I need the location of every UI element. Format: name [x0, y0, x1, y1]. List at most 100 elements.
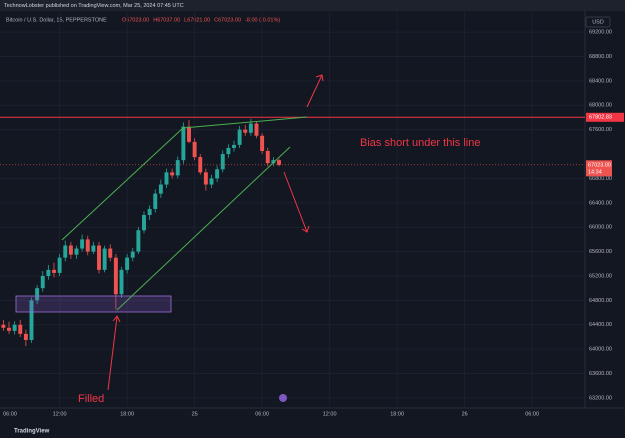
x-tick-label: 18:00: [120, 411, 134, 417]
candle-body: [254, 123, 259, 136]
candle-body: [164, 172, 169, 185]
candle-body: [260, 135, 265, 151]
channel-lower: [116, 146, 291, 311]
candle-body: [277, 160, 281, 165]
candle-body: [46, 269, 51, 276]
candle-body: [192, 141, 197, 158]
candle-body: [35, 288, 40, 301]
candle-body: [237, 129, 242, 145]
brand: TradingView: [14, 429, 50, 435]
y-tick-label: 65600.00: [589, 249, 612, 255]
candle-body: [74, 248, 79, 255]
last-price-box: [586, 160, 612, 177]
y-tick-label: 69200.00: [589, 30, 612, 36]
candle-body: [119, 269, 124, 295]
x-tick-label: 06:00: [3, 411, 17, 417]
candle-body: [175, 160, 180, 176]
candle-body: [113, 257, 118, 295]
x-tick-label: 25: [192, 411, 198, 417]
candle-body: [142, 215, 146, 231]
candle-body: [80, 239, 85, 249]
candle-body: [97, 245, 101, 270]
candle-body: [187, 126, 191, 142]
plot: [0, 12, 585, 408]
candle-body: [153, 193, 158, 209]
footer: [0, 424, 625, 438]
clock-icon: [279, 394, 287, 402]
arrow-up: [306, 74, 323, 108]
candle-body: [125, 257, 130, 270]
candle-body: [18, 324, 23, 334]
candle-body: [209, 178, 214, 185]
ohlc-value: L67021.00: [184, 17, 210, 23]
candle-body: [158, 184, 163, 194]
candle-body: [220, 154, 225, 170]
ohlc-value: O67023.00: [122, 17, 149, 23]
publisher: TechnowLobster published on TradingView.…: [4, 3, 184, 9]
candle-body: [23, 333, 28, 340]
y-tick-label: 64400.00: [589, 322, 612, 328]
y-tick-label: 66400.00: [589, 200, 612, 206]
candle-body: [85, 239, 90, 252]
annotation: Bias short under this line: [360, 137, 480, 149]
candle-body: [130, 251, 135, 258]
countdown: 14:34: [588, 169, 602, 175]
candle-body: [181, 126, 186, 161]
y-tick-label: 66800.00: [589, 176, 612, 182]
candle-body: [7, 327, 11, 331]
y-tick-label: 68800.00: [589, 54, 612, 60]
candle-body: [136, 230, 141, 252]
candle-body: [215, 169, 220, 179]
candle-body: [1, 324, 6, 328]
ohlc-legend: Bitcoin / U.S. Dollar, 15, PEPPERSTONE O…: [6, 17, 280, 23]
candle-body: [147, 208, 152, 216]
candle-body: [226, 147, 231, 155]
y-tick-label: 65200.00: [589, 273, 612, 279]
y-tick-label: 63200.00: [589, 395, 612, 401]
y-tick-label: 68400.00: [589, 78, 612, 84]
x-tick-label: 12:00: [323, 411, 337, 417]
candle-body: [63, 245, 68, 258]
candle-body: [102, 248, 107, 270]
candle-body: [248, 123, 253, 133]
candle-body: [170, 172, 175, 176]
annotation: Filled: [78, 393, 104, 405]
symbol: Bitcoin / U.S. Dollar, 15, PEPPERSTONE: [6, 17, 107, 23]
candle-body: [271, 160, 276, 164]
candle-body: [108, 248, 113, 258]
arrow-head: [315, 74, 324, 82]
x-tick-label: 12:00: [53, 411, 67, 417]
filled-zone: [15, 295, 172, 313]
candle-body: [12, 324, 17, 331]
candle-body: [232, 144, 236, 148]
arrow-filled: [107, 316, 118, 391]
y-tick-label: 66000.00: [589, 225, 612, 231]
arrow-down: [283, 171, 308, 233]
currency-box: [585, 16, 611, 28]
x-tick-label: 06:00: [255, 411, 269, 417]
candle-body: [52, 269, 56, 273]
last-price-label: 67023.00: [588, 162, 611, 168]
y-tick-label: 64800.00: [589, 298, 612, 304]
y-tick-label: 63600.00: [589, 371, 612, 377]
candle-body: [265, 150, 270, 164]
drawings: Bias short under this line Filled: [15, 74, 480, 405]
currency: USD: [592, 19, 604, 25]
candle-body: [243, 129, 248, 133]
price-label-box: [586, 112, 624, 122]
x-tick-label: 18:00: [390, 411, 404, 417]
arrows: [107, 74, 324, 391]
price-label: 67802.83: [589, 115, 612, 121]
candle-body: [203, 172, 208, 185]
arrow-head: [112, 315, 121, 323]
candle-body: [40, 275, 45, 289]
top-bar: [0, 0, 625, 11]
x-tick-label: 06:00: [525, 411, 539, 417]
arrow-head: [301, 225, 310, 233]
candle-body: [57, 257, 62, 273]
y-tick-label: 68000.00: [589, 103, 612, 109]
y-tick-label: 64000.00: [589, 347, 612, 353]
y-tick-label: 67600.00: [589, 127, 612, 133]
